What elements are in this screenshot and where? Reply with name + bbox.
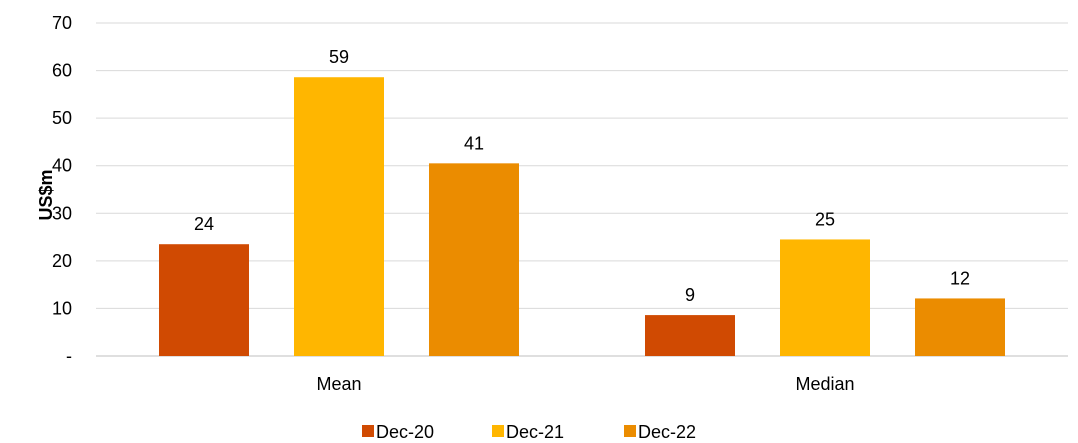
y-tick-label: 30 [52, 203, 72, 223]
y-axis-title: US$m [36, 169, 56, 220]
legend-label: Dec-22 [638, 422, 696, 442]
x-category-label: Mean [316, 374, 361, 394]
bar-mean-dec-21 [294, 77, 384, 356]
data-label: 41 [464, 133, 484, 153]
data-label: 24 [194, 214, 214, 234]
bar-median-dec-20 [645, 315, 735, 356]
bar-median-dec-21 [780, 239, 870, 356]
bar-mean-dec-20 [159, 244, 249, 356]
bar-median-dec-22 [915, 298, 1005, 356]
legend-swatch [492, 425, 504, 437]
data-labels: 24 59 41 9 25 12 [194, 47, 970, 305]
x-axis-categories: Mean Median [316, 374, 854, 394]
y-tick-label: - [66, 346, 72, 366]
data-label: 25 [815, 209, 835, 229]
data-label: 12 [950, 268, 970, 288]
y-axis-ticks: - 10 20 30 40 50 60 70 [52, 13, 72, 366]
legend: Dec-20 Dec-21 Dec-22 [362, 422, 696, 442]
y-tick-label: 20 [52, 251, 72, 271]
y-tick-label: 70 [52, 13, 72, 33]
legend-swatch [362, 425, 374, 437]
data-label: 59 [329, 47, 349, 67]
legend-label: Dec-20 [376, 422, 434, 442]
y-tick-label: 40 [52, 156, 72, 176]
legend-swatch [624, 425, 636, 437]
gridlines [96, 22, 1068, 357]
data-label: 9 [685, 285, 695, 305]
y-tick-label: 10 [52, 298, 72, 318]
bar-mean-dec-22 [429, 163, 519, 356]
y-tick-label: 60 [52, 61, 72, 81]
y-tick-label: 50 [52, 108, 72, 128]
legend-label: Dec-21 [506, 422, 564, 442]
x-category-label: Median [795, 374, 854, 394]
bars [159, 77, 1005, 356]
